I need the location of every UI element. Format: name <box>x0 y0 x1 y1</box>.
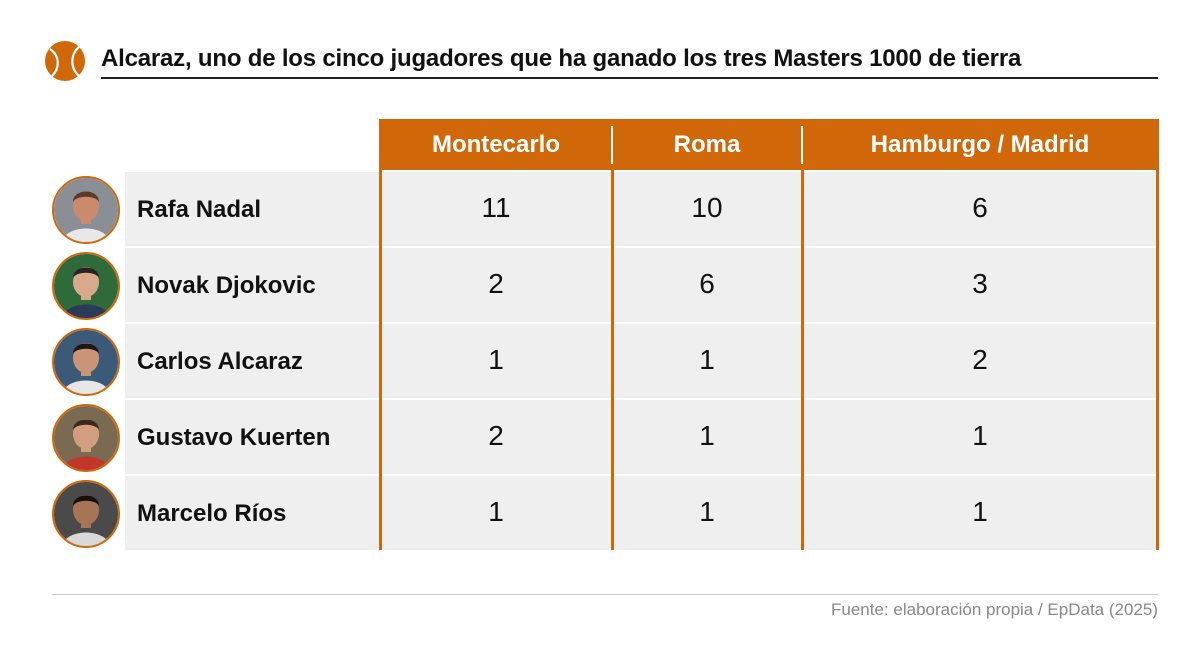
table-cell: 1 <box>699 496 715 527</box>
table-cell: 1 <box>972 496 988 527</box>
table-cell: 2 <box>488 420 504 451</box>
player-name: Gustavo Kuerten <box>137 424 331 451</box>
table-cell: 1 <box>972 420 988 451</box>
table-row <box>125 324 1158 398</box>
page-title: Alcaraz, uno de los cinco jugadores que … <box>101 45 1022 72</box>
player-name: Novak Djokovic <box>137 272 316 299</box>
table-cell: 11 <box>481 192 511 223</box>
tennis-ball-icon <box>45 41 85 81</box>
player-name: Carlos Alcaraz <box>137 348 303 375</box>
table-cell: 2 <box>972 344 988 375</box>
table-header <box>379 119 1159 170</box>
player-avatar <box>52 176 120 244</box>
row-divider <box>125 399 1158 400</box>
column-separator <box>611 126 613 164</box>
table-cell: 10 <box>691 192 723 223</box>
column-separator <box>801 126 803 164</box>
column-border <box>611 170 614 550</box>
table-cell: 6 <box>699 268 715 299</box>
player-avatar <box>52 480 120 548</box>
footer-divider <box>52 594 1158 595</box>
player-avatar <box>52 404 120 472</box>
column-header: Hamburgo / Madrid <box>870 131 1090 158</box>
column-border <box>379 119 382 550</box>
column-header: Montecarlo <box>431 131 560 158</box>
player-avatar <box>52 328 120 396</box>
table-cell: 1 <box>488 496 504 527</box>
player-avatar <box>52 252 120 320</box>
title-row: Alcaraz, uno de los cinco jugadores que … <box>44 40 1158 81</box>
table-row <box>125 400 1158 474</box>
row-divider <box>125 323 1158 324</box>
row-divider <box>125 247 1158 248</box>
player-name: Rafa Nadal <box>137 196 262 223</box>
row-divider <box>125 475 1158 476</box>
table-cell: 1 <box>488 344 504 375</box>
table-row <box>125 172 1158 246</box>
table-cell: 1 <box>699 420 715 451</box>
column-header: Roma <box>673 131 741 158</box>
column-border <box>1156 119 1159 550</box>
title-underline <box>101 77 1158 79</box>
table-cell: 2 <box>488 268 504 299</box>
table-row <box>125 248 1158 322</box>
table-cell: 6 <box>972 192 988 223</box>
table-row <box>125 476 1158 550</box>
table-cell: 1 <box>699 344 715 375</box>
source-note: Fuente: elaboración propia / EpData (202… <box>831 600 1158 619</box>
table-cell: 3 <box>972 268 988 299</box>
column-border <box>801 170 804 550</box>
player-name: Marcelo Ríos <box>137 500 287 527</box>
